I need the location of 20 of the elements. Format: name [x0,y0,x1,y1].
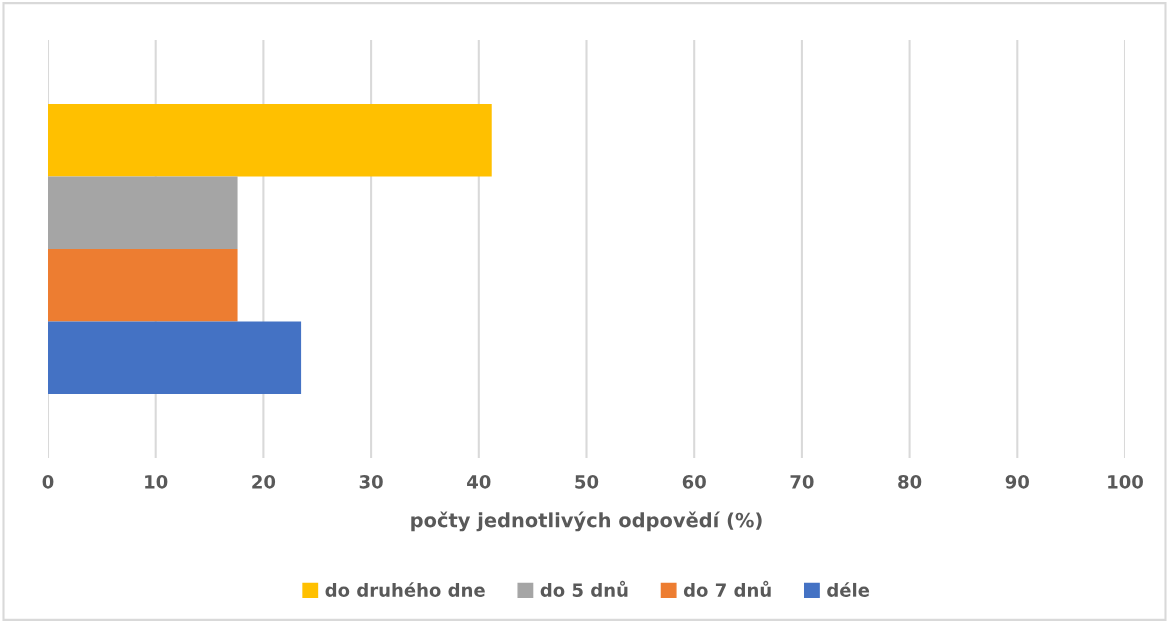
x-tick-label: 90 [1005,474,1029,489]
x-tick-label: 20 [252,474,276,489]
legend-label: do 5 dnů [540,580,628,597]
bar [48,321,302,394]
x-tick-label: 30 [359,474,383,489]
x-tick-label: 100 [1108,474,1143,489]
x-tick-label: 40 [467,474,491,489]
bar [48,176,238,249]
legend-label: déle [827,582,870,597]
legend-label: do druhého dne [325,582,485,597]
x-tick-label: 70 [790,474,814,489]
x-tick-label: 50 [575,474,599,489]
bar [48,249,238,322]
legend-label: do 7 dnů [683,580,771,597]
x-tick-label: 10 [145,474,168,489]
bar [48,104,492,177]
x-tick-label: 80 [898,474,922,489]
x-tick-label: 60 [682,474,706,489]
x-tick-label: 0 [42,474,54,489]
x-axis-title: počty jednotlivých odpovědí (%) [411,511,762,532]
